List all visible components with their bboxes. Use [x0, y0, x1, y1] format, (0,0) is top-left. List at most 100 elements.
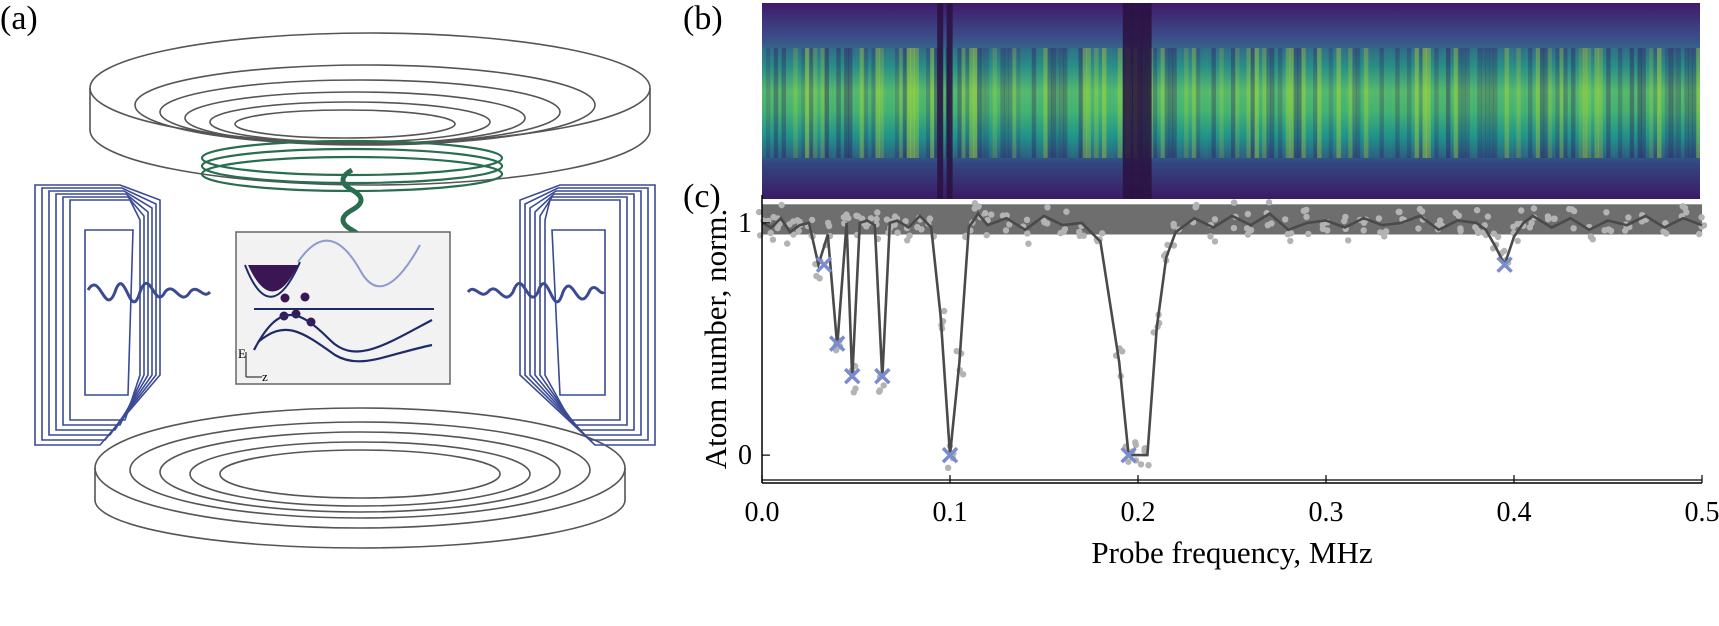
heatmap-stripe	[980, 48, 986, 158]
data-point	[891, 213, 899, 220]
heatmap-stripe	[867, 48, 872, 158]
heatmap-stripe	[1496, 48, 1502, 158]
heatmap-stripe	[1571, 48, 1576, 158]
heatmap-stripe	[1637, 48, 1642, 158]
heatmap-stripe	[765, 48, 771, 158]
heatmap-stripe	[1270, 48, 1275, 158]
heatmap-stripe	[1449, 48, 1455, 158]
data-point	[1381, 233, 1388, 240]
left-coil-icon	[34, 184, 161, 446]
data-point	[1170, 220, 1177, 228]
heatmap-stripe	[785, 48, 790, 158]
absorption-heatmap	[762, 3, 1700, 199]
data-point	[769, 236, 777, 243]
heatmap-stripe	[894, 48, 900, 158]
heatmap-stripe	[1246, 48, 1252, 158]
data-point	[1436, 217, 1444, 224]
heatmap-dark-column	[946, 3, 953, 199]
heatmap-stripe	[1211, 48, 1216, 158]
data-point	[1268, 220, 1275, 227]
data-point	[1681, 204, 1689, 212]
heatmap-stripe	[1066, 48, 1072, 158]
heatmap-stripe	[1344, 48, 1349, 158]
heatmap-stripe	[1410, 48, 1416, 158]
data-point	[1415, 225, 1422, 232]
data-point	[790, 231, 797, 238]
resonance-marker	[815, 256, 833, 273]
data-point	[786, 221, 793, 228]
heatmap-stripe	[855, 48, 861, 158]
heatmap-stripe	[1320, 48, 1326, 158]
data-point	[1457, 227, 1464, 235]
resonance-marker	[941, 446, 959, 464]
heatmap-stripe	[1317, 48, 1322, 158]
heatmap-stripe	[1051, 48, 1056, 158]
heatmap-stripe	[1625, 48, 1631, 158]
heatmap-stripe	[1680, 48, 1685, 158]
data-point	[1303, 213, 1310, 220]
heatmap-stripe	[1434, 48, 1439, 158]
data-point	[1192, 203, 1200, 211]
heatmap-stripe	[805, 48, 810, 158]
data-point	[971, 205, 978, 212]
heatmap-stripe	[1281, 48, 1287, 158]
heatmap-stripe	[1586, 48, 1592, 158]
heatmap-stripe	[961, 48, 966, 158]
heatmap-stripe	[984, 48, 990, 158]
heatmap-stripe	[762, 48, 767, 158]
heatmap-stripe	[1590, 48, 1596, 158]
heatmap-stripe	[1016, 48, 1021, 158]
heatmap-stripe	[1660, 48, 1666, 158]
heatmap-stripe	[1176, 48, 1181, 158]
data-point	[1230, 199, 1238, 206]
heatmap-stripe	[1684, 48, 1689, 158]
data-point	[982, 210, 989, 217]
heatmap-stripe	[1059, 48, 1064, 158]
resonance-marker	[1496, 256, 1513, 273]
heatmap-stripe	[1610, 48, 1615, 158]
data-point	[1145, 462, 1152, 469]
heatmap-stripe	[1563, 48, 1568, 158]
data-point	[1622, 227, 1629, 234]
heatmap-stripe	[1231, 48, 1236, 158]
heatmap-stripe	[1195, 48, 1201, 158]
resonance-marker	[828, 335, 846, 352]
heatmap-stripe	[973, 48, 978, 158]
heatmap-stripe	[1203, 48, 1209, 158]
spectrum-chart: 0.0 0.1 0.2 0.3 0.4 0.5 0 1 Probe frequency, MHz…	[700, 195, 1719, 570]
data-point	[1530, 205, 1538, 212]
data-point	[1568, 206, 1576, 213]
heatmap-stripe	[1442, 48, 1447, 158]
heatmap-stripe	[1277, 48, 1283, 158]
heatmap-stripe	[1391, 48, 1396, 158]
heatmap-stripe	[1375, 48, 1381, 158]
heatmap-stripe	[1461, 48, 1467, 158]
heatmap-stripe	[988, 48, 994, 158]
data-point	[1125, 458, 1132, 465]
heatmap-stripe	[1582, 48, 1588, 158]
heatmap-stripe	[832, 48, 837, 158]
heatmap-stripe	[992, 48, 998, 158]
heatmap-stripe	[1524, 48, 1529, 158]
data-point	[1024, 230, 1031, 237]
heatmap-stripe	[1360, 48, 1365, 158]
heatmap-stripe	[996, 48, 1001, 158]
heatmap-stripe	[1309, 48, 1314, 158]
heatmap-stripe	[1078, 48, 1084, 158]
heatmap-stripe	[1614, 48, 1619, 158]
heatmap-stripe	[1504, 48, 1510, 158]
heatmap-stripe	[1223, 48, 1228, 158]
x-tick-label: 0.5	[1685, 497, 1719, 528]
data-point	[1287, 237, 1294, 245]
heatmap-stripe	[1004, 48, 1009, 158]
heatmap-stripe	[969, 48, 974, 158]
data-point	[983, 232, 990, 239]
heatmap-stripe	[1215, 48, 1220, 158]
heatmap-stripe	[1574, 48, 1580, 158]
heatmap-stripe	[1254, 48, 1259, 158]
data-point	[1345, 237, 1352, 244]
heatmap-stripe	[1485, 48, 1490, 158]
heatmap-stripe	[1266, 48, 1271, 158]
data-point	[1211, 238, 1219, 245]
data-point	[808, 216, 816, 224]
